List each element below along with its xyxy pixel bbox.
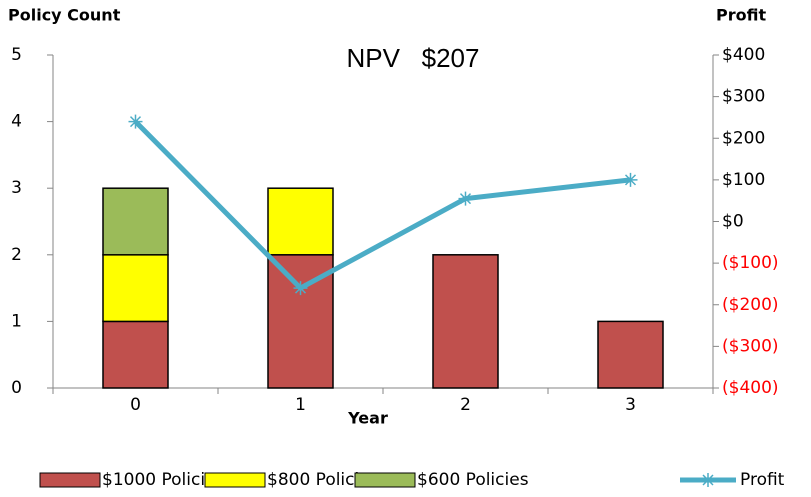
marker-stroke bbox=[702, 474, 714, 486]
y2-tick-label: $400 bbox=[722, 45, 765, 65]
y-tick-label: 1 bbox=[11, 311, 22, 331]
legend-swatch bbox=[204, 472, 266, 488]
y2-tick-label: ($300) bbox=[722, 336, 779, 356]
bar bbox=[267, 187, 334, 256]
bar bbox=[102, 187, 169, 256]
bar bbox=[102, 320, 169, 389]
line-marker bbox=[128, 114, 143, 129]
bar bbox=[597, 320, 664, 389]
y2-tick-label: $0 bbox=[722, 212, 744, 232]
y2-tick-label: ($400) bbox=[722, 378, 779, 398]
legend-swatch bbox=[354, 472, 416, 488]
marker-stroke bbox=[129, 116, 142, 128]
line-marker bbox=[458, 191, 473, 206]
legend-label: $1000 Policies bbox=[102, 470, 225, 490]
y2-tick-label: $200 bbox=[722, 128, 765, 148]
y2-tick-label: $300 bbox=[722, 87, 765, 107]
legend-label: $800 Policies bbox=[267, 470, 379, 490]
line-marker bbox=[623, 172, 638, 187]
line-marker bbox=[293, 281, 308, 296]
y2-tick-label: $100 bbox=[722, 170, 765, 190]
marker-stroke bbox=[459, 193, 472, 205]
x-tick-label: 2 bbox=[460, 395, 471, 415]
y-tick-label: 2 bbox=[11, 245, 22, 265]
x-axis-label: Year bbox=[347, 409, 388, 428]
marker-stroke bbox=[294, 282, 307, 294]
x-tick-label: 3 bbox=[625, 395, 636, 415]
x-tick-label: 0 bbox=[130, 395, 141, 415]
legend-label: Profit bbox=[740, 470, 785, 490]
y-tick-label: 0 bbox=[11, 378, 22, 398]
x-tick-label: 1 bbox=[295, 395, 306, 415]
y2-tick-label: ($100) bbox=[722, 253, 779, 273]
y-axis-label: Policy Count bbox=[8, 6, 121, 25]
y-tick-label: 3 bbox=[11, 178, 22, 198]
y-tick-label: 5 bbox=[11, 45, 22, 65]
y2-tick-label: ($200) bbox=[722, 295, 779, 315]
legend-swatch bbox=[39, 472, 101, 488]
marker-stroke bbox=[624, 174, 637, 186]
y-tick-label: 4 bbox=[11, 112, 22, 132]
bar bbox=[102, 254, 169, 323]
legend-marker bbox=[701, 473, 715, 487]
y2-axis-label: Profit bbox=[716, 6, 766, 25]
line bbox=[133, 119, 631, 291]
legend-label: $600 Policies bbox=[417, 470, 529, 490]
annotation: NPV $207 bbox=[347, 43, 480, 73]
bar bbox=[432, 254, 499, 389]
